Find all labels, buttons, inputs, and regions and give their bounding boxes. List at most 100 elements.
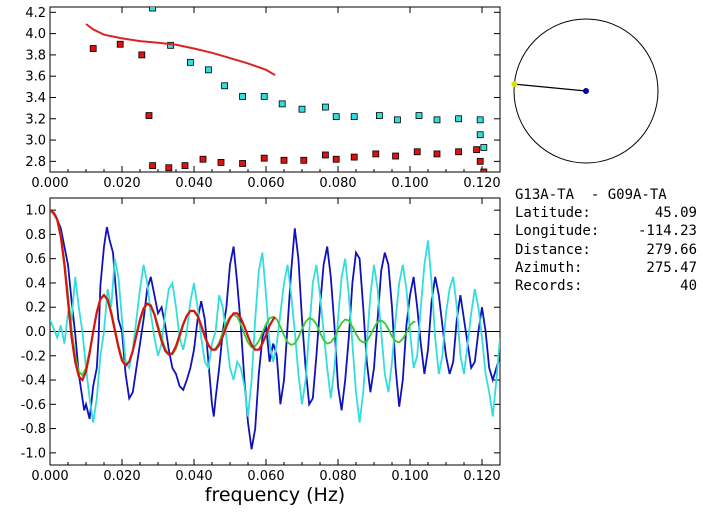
y-tick-label: 0.4	[25, 276, 46, 291]
azimuth-line	[514, 83, 587, 92]
distance-row: Distance: 279.66	[515, 241, 697, 259]
distance-label: Distance:	[515, 241, 591, 258]
x-tick-label: 0.020	[103, 176, 140, 191]
y-tick-label: 3.8	[25, 48, 46, 63]
series-line-0	[50, 209, 500, 450]
x-tick-label: 0.040	[175, 176, 212, 191]
azimuth-circle	[513, 18, 659, 164]
data-point-marker	[260, 93, 268, 100]
data-point-marker	[413, 148, 421, 156]
data-point-marker	[321, 151, 329, 159]
data-point-marker	[181, 162, 189, 170]
data-point-marker	[476, 131, 484, 139]
y-tick-label: 0.6	[25, 252, 46, 267]
data-point-marker	[300, 156, 308, 164]
y-tick-label: 4.2	[25, 6, 46, 21]
x-tick-label: 0.060	[247, 469, 284, 484]
y-tick-label: -1.0	[21, 446, 46, 461]
x-tick-label: 0.100	[391, 469, 428, 484]
data-point-marker	[455, 148, 463, 156]
y-tick-label: 0.2	[25, 301, 46, 316]
data-point-marker	[455, 115, 463, 123]
data-point-marker	[476, 157, 484, 165]
x-tick-label: 0.020	[103, 469, 140, 484]
data-point-marker	[116, 40, 124, 48]
x-tick-label: 0.000	[31, 176, 68, 191]
data-point-marker	[239, 93, 247, 100]
series-line-3	[50, 209, 276, 382]
records-label: Records:	[515, 277, 583, 294]
y-tick-label: 1.0	[25, 204, 46, 219]
data-point-marker	[239, 160, 247, 167]
x-tick-label: 0.120	[463, 176, 500, 191]
series-line-1	[50, 240, 500, 423]
y-tick-label: -0.4	[21, 374, 46, 389]
y-tick-label: -0.2	[21, 349, 46, 364]
latitude-label: Latitude:	[515, 205, 591, 222]
data-point-marker	[145, 112, 153, 119]
data-point-marker	[350, 113, 358, 121]
y-tick-label: 0.8	[25, 228, 46, 243]
data-point-marker	[372, 150, 380, 158]
data-point-marker	[433, 150, 441, 158]
data-point-marker	[260, 154, 268, 162]
data-point-marker	[415, 112, 423, 119]
data-point-marker	[199, 155, 207, 163]
records-row: Records: 40	[515, 277, 697, 295]
longitude-row: Longitude: -114.23	[515, 222, 697, 240]
center-station-marker	[583, 88, 589, 94]
data-point-marker	[375, 112, 383, 119]
data-point-marker	[298, 105, 306, 113]
y-tick-label: 3.6	[25, 70, 46, 85]
data-point-marker	[138, 51, 146, 59]
longitude-value: -114.23	[637, 223, 697, 240]
data-point-marker	[433, 116, 441, 124]
x-tick-label: 0.120	[463, 469, 500, 484]
y-tick-label: -0.6	[21, 398, 46, 413]
top-dispersion-panel: 0.000 0.020 0.040 0.060 0.080 0.100 0.120 2.8 3.…	[25, 6, 501, 191]
data-point-marker	[221, 82, 229, 90]
data-point-marker	[278, 100, 286, 108]
series-line-2	[85, 23, 276, 76]
y-tick-label: 3.4	[25, 91, 46, 106]
plot-area	[50, 209, 500, 450]
azimuth-circle-panel	[511, 18, 659, 164]
data-point-marker	[217, 159, 225, 166]
data-point-marker	[392, 152, 400, 160]
y-tick-label: 4.0	[25, 27, 46, 42]
data-point-marker	[89, 45, 97, 52]
bottom-correlation-panel: 0.000 0.020 0.040 0.060 0.080 0.100 0.120 1.0 0.…	[21, 197, 501, 506]
data-point-marker	[473, 146, 481, 154]
data-point-marker	[204, 66, 212, 74]
data-point-marker	[332, 155, 340, 163]
station-info: G13A-TA - G09A-TA Latitude: 45.09 Longitu…	[515, 186, 697, 295]
edge-station-marker	[511, 81, 518, 88]
latitude-row: Latitude: 45.09	[515, 204, 697, 222]
x-tick-label: 0.040	[175, 469, 212, 484]
data-point-marker	[321, 103, 329, 111]
data-point-marker	[280, 156, 288, 164]
azimuth-label: Azimuth:	[515, 259, 583, 276]
azimuth-value: 275.47	[646, 259, 697, 276]
data-point-marker	[393, 116, 401, 124]
data-point-marker	[350, 153, 358, 161]
station-pair-title: G13A-TA - G09A-TA	[515, 187, 667, 203]
records-value: 40	[680, 277, 697, 294]
x-tick-label: 0.080	[319, 469, 356, 484]
data-point-marker	[165, 164, 173, 172]
distance-value: 279.66	[646, 241, 697, 258]
data-point-marker	[332, 113, 340, 121]
longitude-label: Longitude:	[515, 223, 600, 240]
data-point-marker	[186, 58, 194, 66]
plot-frame	[49, 6, 501, 173]
y-tick-label: 3.0	[25, 134, 46, 149]
x-tick-label: 0.060	[247, 176, 284, 191]
data-point-marker	[149, 162, 157, 170]
x-tick-label: 0.080	[319, 176, 356, 191]
data-point-marker	[480, 168, 488, 172]
y-tick-label: 0.0	[25, 325, 46, 340]
data-point-marker	[480, 144, 488, 151]
azimuth-row: Azimuth: 275.47	[515, 259, 697, 277]
data-point-marker	[149, 7, 157, 12]
y-tick-label: 3.2	[25, 112, 46, 127]
